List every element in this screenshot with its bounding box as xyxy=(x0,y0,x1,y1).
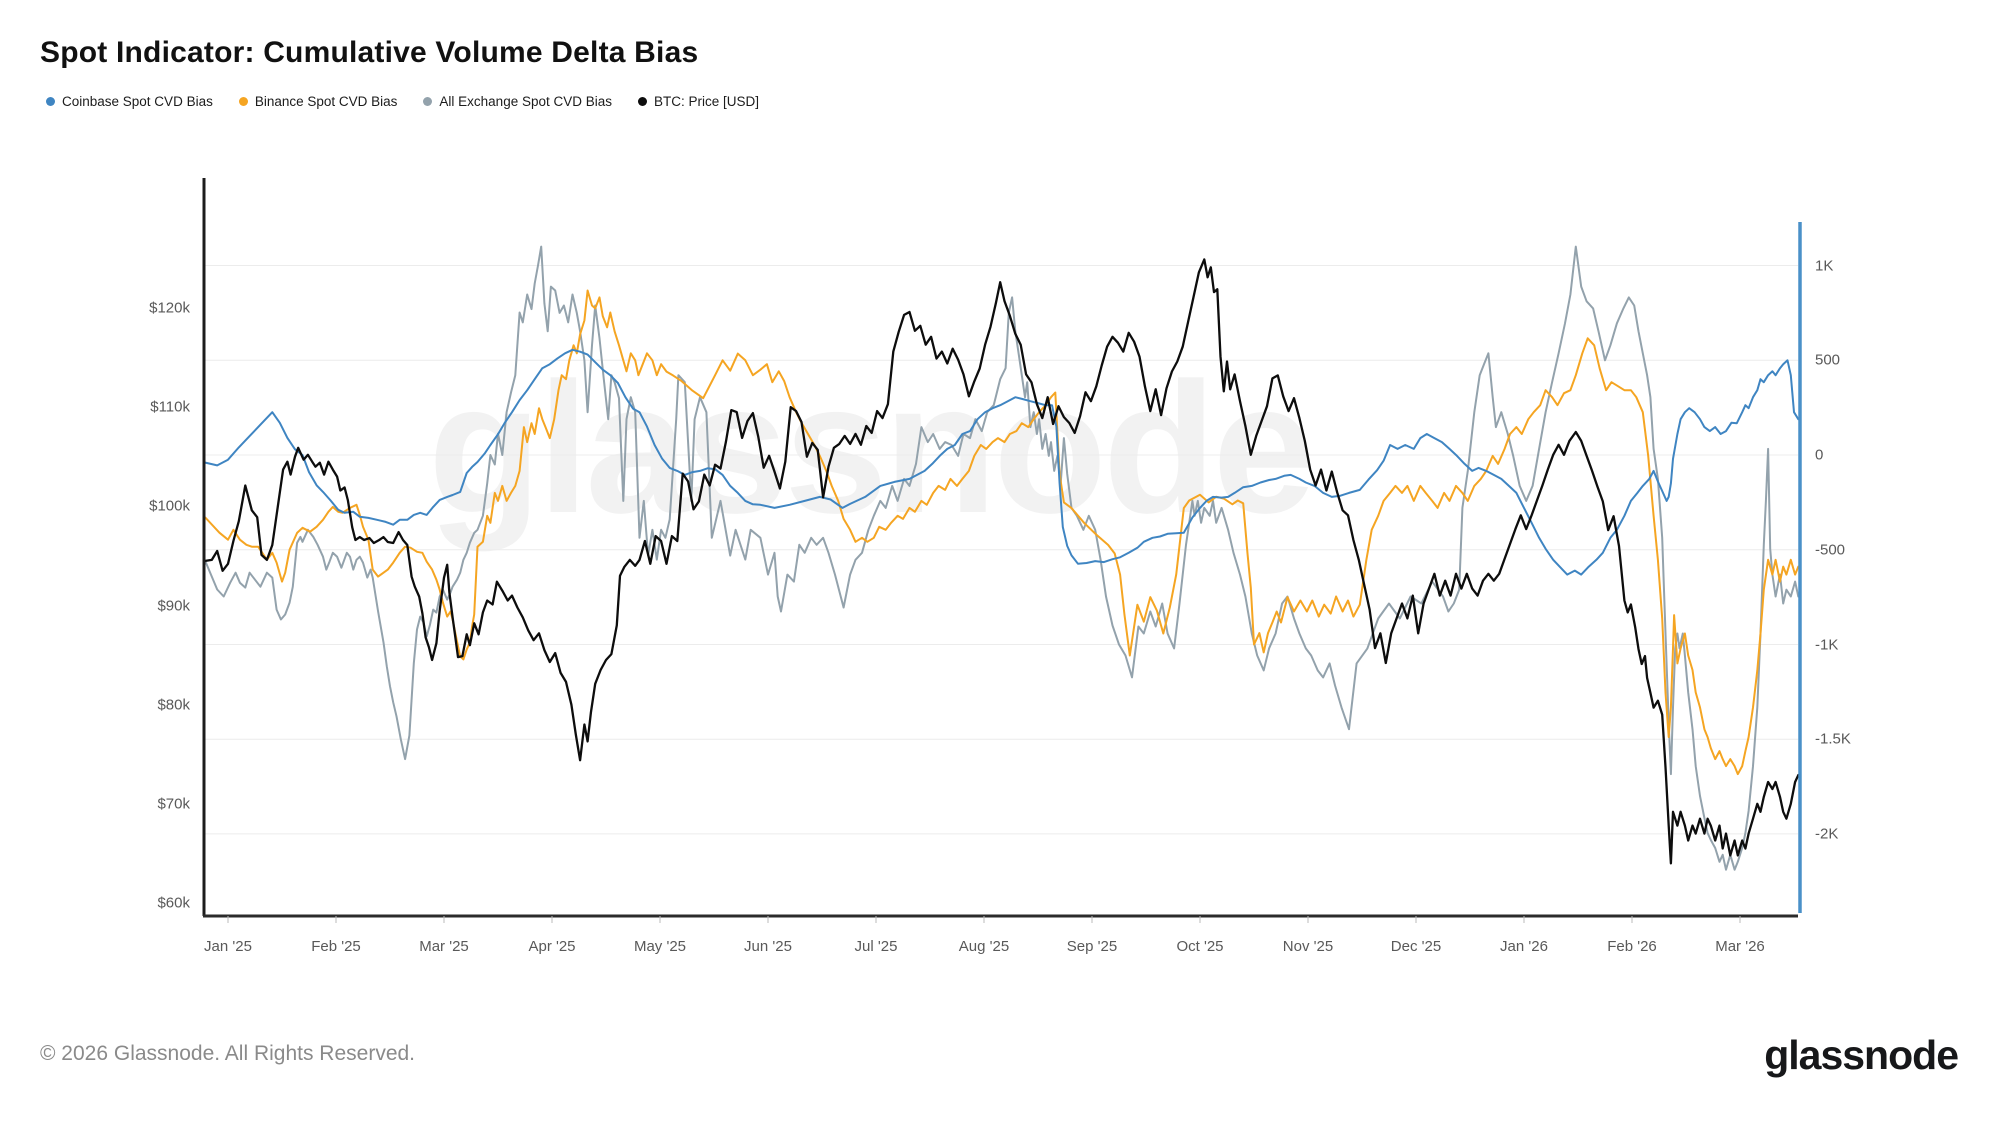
x-axis-label: Jul '25 xyxy=(854,938,898,955)
x-axis-label: Jan '25 xyxy=(204,938,252,955)
x-axis-label: Feb '25 xyxy=(311,938,361,955)
cvd-axis-label: -2K xyxy=(1815,825,1839,843)
x-axis-label: Mar '25 xyxy=(419,938,469,955)
cvd-axis-label: 500 xyxy=(1815,351,1841,369)
legend-item-binance[interactable]: Binance Spot CVD Bias xyxy=(238,94,398,109)
series-line-all-exchange-cvd xyxy=(204,245,1799,871)
cvd-axis-label: 1K xyxy=(1815,257,1834,274)
x-axis-label: Sep '25 xyxy=(1066,938,1118,955)
x-axis-label: Aug '25 xyxy=(958,938,1010,955)
x-axis-label: Jan '26 xyxy=(1500,938,1548,955)
x-axis-ticks xyxy=(227,916,1741,923)
x-axis-label: May '25 xyxy=(633,938,687,955)
x-axis-label: Dec '25 xyxy=(1390,938,1442,955)
x-axis-label: Nov '25 xyxy=(1282,938,1334,955)
cvd-axis-label: -1K xyxy=(1815,636,1839,653)
legend-label-all-exchange: All Exchange Spot CVD Bias xyxy=(439,94,612,109)
page-title: Spot Indicator: Cumulative Volume Delta … xyxy=(40,36,699,69)
chart-legend: Coinbase Spot CVD Bias Binance Spot CVD … xyxy=(46,94,759,109)
legend-item-coinbase[interactable]: Coinbase Spot CVD Bias xyxy=(46,94,213,109)
legend-item-all-exchange[interactable]: All Exchange Spot CVD Bias xyxy=(423,94,612,109)
x-axis-label: Feb '26 xyxy=(1607,938,1657,955)
x-axis-label: Apr '25 xyxy=(528,938,576,955)
x-axis-label: Oct '25 xyxy=(1176,938,1224,955)
x-axis-label: Jun '25 xyxy=(744,938,792,955)
glassnode-logo: glassnode xyxy=(1764,1032,1959,1078)
price-axis-label: $120k xyxy=(149,299,190,317)
price-axis-label: $100k xyxy=(149,497,190,515)
copyright-text: © 2026 Glassnode. All Rights Reserved. xyxy=(40,1042,416,1065)
series-line-coinbase-cvd xyxy=(204,348,1799,576)
cvd-axis-label: -500 xyxy=(1815,541,1846,559)
legend-dot-binance-icon xyxy=(238,97,248,106)
price-axis-label: $90k xyxy=(157,597,190,614)
legend-label-coinbase: Coinbase Spot CVD Bias xyxy=(62,94,213,109)
cvd-axis-label: -1.5K xyxy=(1815,730,1851,748)
series-line-btc-price xyxy=(204,258,1799,865)
glassnode-watermark: glassnode xyxy=(428,342,1316,555)
plot-area[interactable] xyxy=(204,172,1799,916)
legend-label-btc-price: BTC: Price [USD] xyxy=(654,94,760,109)
price-axis-label: $70k xyxy=(157,795,190,813)
legend-label-binance: Binance Spot CVD Bias xyxy=(254,94,398,109)
cvd-axis-label: 0 xyxy=(1815,446,1824,464)
legend-dot-all-exchange-icon xyxy=(423,97,433,106)
legend-item-btc-price[interactable]: BTC: Price [USD] xyxy=(638,94,759,109)
legend-dot-coinbase-icon xyxy=(46,97,55,106)
legend-dot-btc-price-icon xyxy=(638,97,647,106)
price-axis-label: $80k xyxy=(157,696,190,714)
price-axis-label: $110k xyxy=(150,398,190,416)
x-axis-label: Mar '26 xyxy=(1715,938,1765,955)
price-axis-label: $60k xyxy=(157,894,190,912)
